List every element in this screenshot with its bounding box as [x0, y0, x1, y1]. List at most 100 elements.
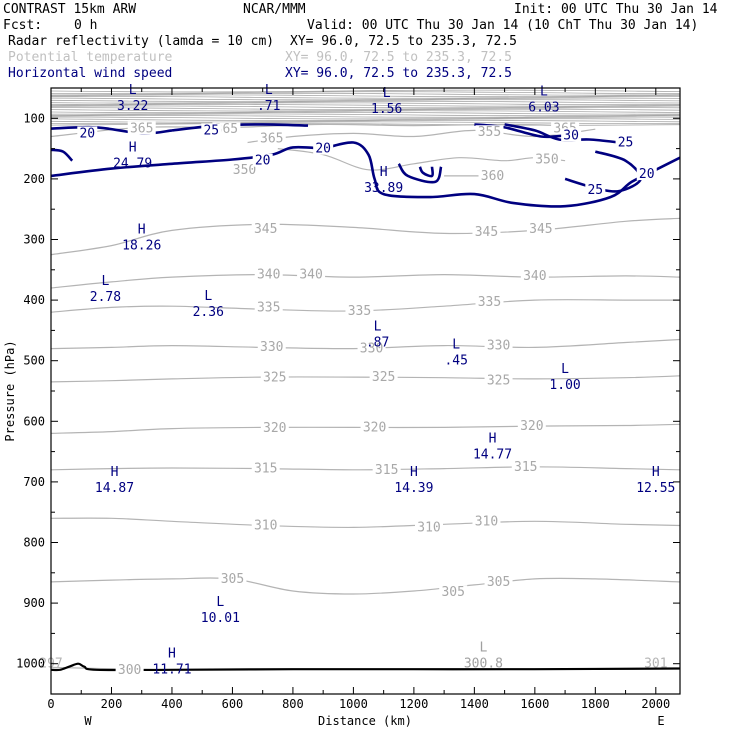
extremum-value: 14.77: [473, 448, 512, 463]
contour-label-halo: [517, 419, 546, 433]
contour-label-halo: [369, 370, 398, 384]
stratosphere-theta-line: [51, 113, 680, 117]
y-tick-label: 900: [23, 596, 45, 610]
field-wind-xy: XY= 96.0, 72.5 to 235.3, 72.5: [285, 66, 512, 81]
contour-label-layer: 345 345 345 340 340 340 335 335 335 330 330 330 325 3…: [39, 121, 668, 678]
contour-label-halo: [230, 162, 259, 176]
theta-contour-label: 345: [475, 225, 498, 240]
stratosphere-theta-line: [51, 116, 680, 120]
x-axis: 0 200 400 600 800 1000 1200 1400 1600 1800 2000: [47, 88, 670, 711]
extremum-value: 6.03: [528, 100, 559, 115]
wind-speed-contour-20: [322, 141, 680, 208]
stratosphere-theta-line: [51, 110, 680, 114]
extrema-layer: L3.22L.71L1.56L6.03H24.79H33.89H18.26L2.…: [90, 83, 676, 678]
contour-label-halo: [260, 420, 289, 434]
contour-label-halo: [127, 121, 156, 135]
theta-contour-label: 325: [372, 370, 395, 385]
theta-contour-label: 350: [535, 153, 558, 168]
contour-label-halo: [511, 459, 540, 473]
x-tick-label: 800: [282, 697, 304, 711]
contour-label-halo: [475, 294, 504, 308]
contour-label-halo: [251, 518, 280, 532]
theta-contour-label: 330: [260, 340, 283, 355]
x-tick-label: 200: [101, 697, 123, 711]
theta-contour-label: 305: [441, 585, 464, 600]
theta-contour-label: 310: [417, 520, 440, 535]
theta-contour-label: 325: [263, 371, 286, 386]
extremum-value: .71: [257, 99, 280, 114]
stratosphere-theta-line: [51, 115, 680, 118]
theta-contour-label: 305: [221, 572, 244, 587]
stratosphere-theta-line: [51, 97, 680, 101]
extremum-low-marker: L: [204, 289, 212, 304]
contour-label-halo: [115, 662, 144, 676]
terrain-surface-line: [51, 662, 680, 672]
extremum-high-marker: H: [138, 223, 146, 238]
extremum-high-marker: H: [410, 465, 418, 480]
extremum-value: 18.26: [122, 239, 161, 254]
extremum-high-marker: H: [129, 141, 137, 156]
stratosphere-theta-line: [51, 100, 680, 104]
contour-layer: [51, 123, 680, 671]
contour-label-halo: [254, 267, 283, 281]
wind-contour-label: 25: [618, 136, 634, 151]
extremum-value: 3.22: [117, 99, 148, 114]
extremum-low-marker: L: [540, 84, 548, 99]
theta-contour-label: 335: [478, 295, 501, 310]
field-radar-name: Radar reflectivity (lamda = 10 cm): [8, 34, 274, 49]
x-tick-label: 400: [161, 697, 183, 711]
theta-contour-label: 301: [644, 657, 667, 672]
extremum-value: 12.55: [636, 481, 675, 496]
model-title: CONTRAST 15km ARW: [3, 2, 136, 17]
extremum-value: 10.01: [201, 611, 240, 626]
theta-contour-label: 310: [475, 514, 498, 529]
contour-label-halo: [260, 370, 289, 384]
contour-label-halo: [313, 141, 334, 155]
east-end-label: E: [657, 714, 664, 728]
contour-label-halo: [472, 514, 501, 528]
theta-contour-label: 305: [487, 575, 510, 590]
stratosphere-theta-line: [51, 92, 680, 96]
y-tick-label: 800: [23, 536, 45, 550]
contour-label-halo: [532, 152, 561, 166]
field-wind-name: Horizontal wind speed: [8, 66, 172, 81]
extremum-high-marker: H: [489, 432, 497, 447]
theta-contour-350: [277, 148, 566, 171]
x-tick-label: 0: [47, 697, 54, 711]
contour-label-halo: [472, 225, 501, 239]
contour-label-halo: [251, 461, 280, 475]
contour-label-halo: [478, 168, 507, 182]
contour-label-halo: [360, 420, 389, 434]
extremum-value: .87: [366, 335, 389, 350]
stratosphere-theta-line: [51, 104, 680, 107]
fcst-value: 0 h: [74, 18, 97, 33]
contour-label-halo: [484, 373, 513, 387]
theta-contour-label: 300: [118, 663, 141, 678]
wind-speed-contour-20: [51, 145, 324, 178]
theta-contour-label: 350: [233, 163, 256, 178]
theta-contour-310: [51, 517, 680, 529]
x-tick-label: 1600: [520, 697, 549, 711]
extremum-low-marker: L: [452, 338, 460, 353]
west-end-label: W: [84, 714, 92, 728]
contour-label-halo: [475, 125, 504, 139]
y-tick-label: 100: [23, 111, 45, 125]
theta-contour-label: 315: [375, 463, 398, 478]
theta-contour-label: 365: [260, 131, 283, 146]
extremum-value: .45: [444, 354, 467, 369]
extremum-low-marker: L: [383, 86, 391, 101]
y-tick-label: 1000: [16, 657, 45, 671]
theta-contour-label: 360: [481, 169, 504, 184]
theta-contour-label: 340: [257, 268, 280, 283]
stratosphere-theta-line: [51, 119, 680, 123]
theta-contour-label: 355: [478, 125, 501, 140]
theta-contour-label: 345: [254, 222, 277, 237]
extremum-value: 33.89: [364, 181, 403, 196]
theta-contour-label: 315: [254, 462, 277, 477]
x-tick-label: 1800: [581, 697, 610, 711]
extremum-low-marker: L: [265, 83, 273, 98]
extremum-high-marker: H: [380, 165, 388, 180]
field-theta-name: Potential temperature: [8, 50, 173, 65]
contour-label-halo: [257, 339, 286, 353]
